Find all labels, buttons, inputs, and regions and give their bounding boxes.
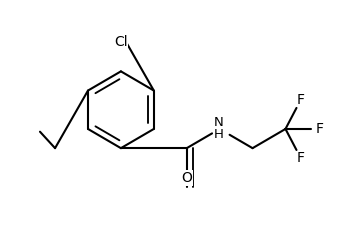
Text: F: F — [316, 122, 324, 136]
Text: F: F — [297, 93, 305, 107]
Text: Cl: Cl — [114, 35, 128, 49]
Text: F: F — [297, 151, 305, 165]
Text: O: O — [181, 171, 192, 185]
Text: N
H: N H — [214, 117, 224, 142]
